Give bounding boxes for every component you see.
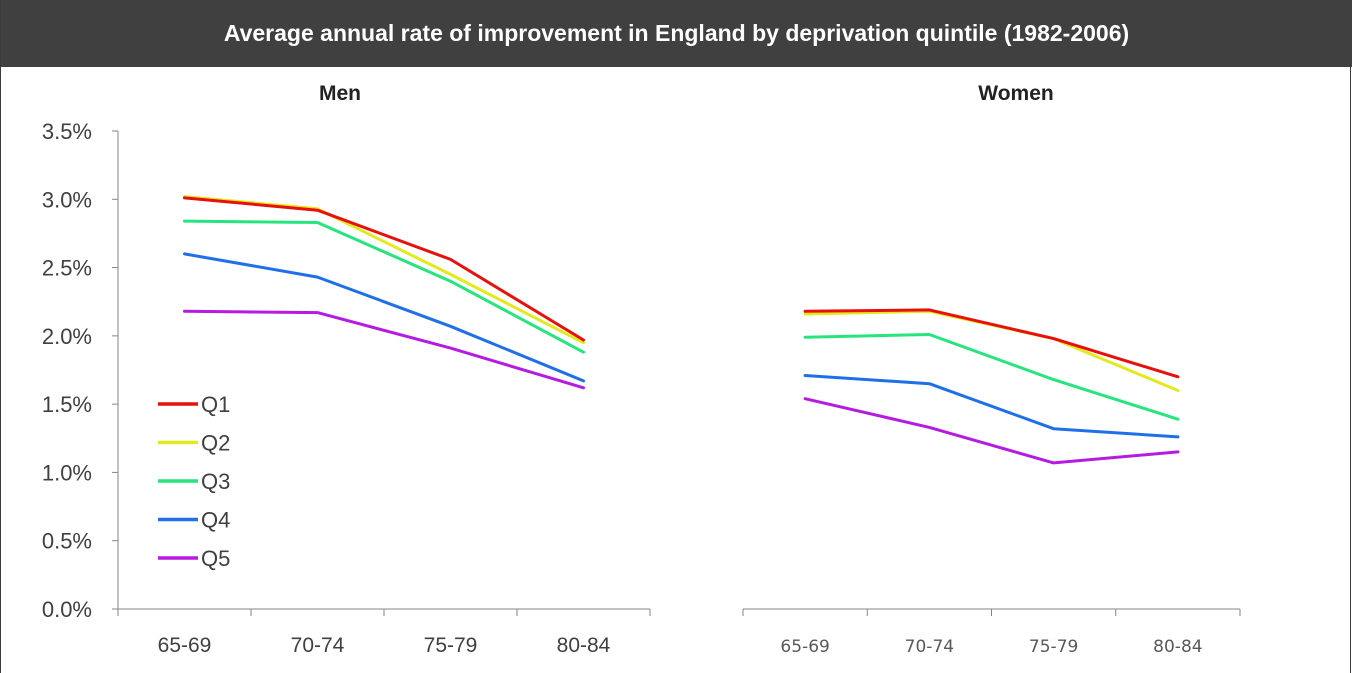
y-tick-label: 1.0% <box>42 460 92 485</box>
x-tick-label: 80-84 <box>557 634 611 657</box>
panel-title-0: Men <box>319 82 361 105</box>
panel-title-1: Women <box>978 82 1053 105</box>
x-tick-label: 75-79 <box>1029 637 1078 657</box>
series-line-q5-1 <box>805 399 1178 463</box>
series-line-q4-1 <box>805 376 1178 437</box>
y-tick-label: 1.5% <box>42 392 92 417</box>
x-tick-label: 75-79 <box>424 634 478 657</box>
legend-label-q4: Q4 <box>201 508 230 533</box>
y-tick-label: 0.0% <box>42 597 92 622</box>
legend-label-q3: Q3 <box>201 469 230 494</box>
x-tick-label: 70-74 <box>291 634 345 657</box>
y-tick-label: 0.5% <box>42 529 92 554</box>
x-tick-label: 80-84 <box>1153 637 1202 657</box>
y-tick-label: 3.0% <box>42 187 92 212</box>
y-tick-label: 3.5% <box>42 119 92 144</box>
x-tick-label: 65-69 <box>780 637 829 657</box>
legend-label-q5: Q5 <box>201 546 230 571</box>
legend-label-q2: Q2 <box>201 431 230 456</box>
x-tick-label: 65-69 <box>158 634 212 657</box>
series-line-q5-0 <box>185 311 584 388</box>
x-tick-label: 70-74 <box>905 637 954 657</box>
legend-label-q1: Q1 <box>201 392 230 417</box>
y-tick-label: 2.5% <box>42 256 92 281</box>
y-tick-label: 2.0% <box>42 324 92 349</box>
series-line-q4-0 <box>185 254 584 381</box>
